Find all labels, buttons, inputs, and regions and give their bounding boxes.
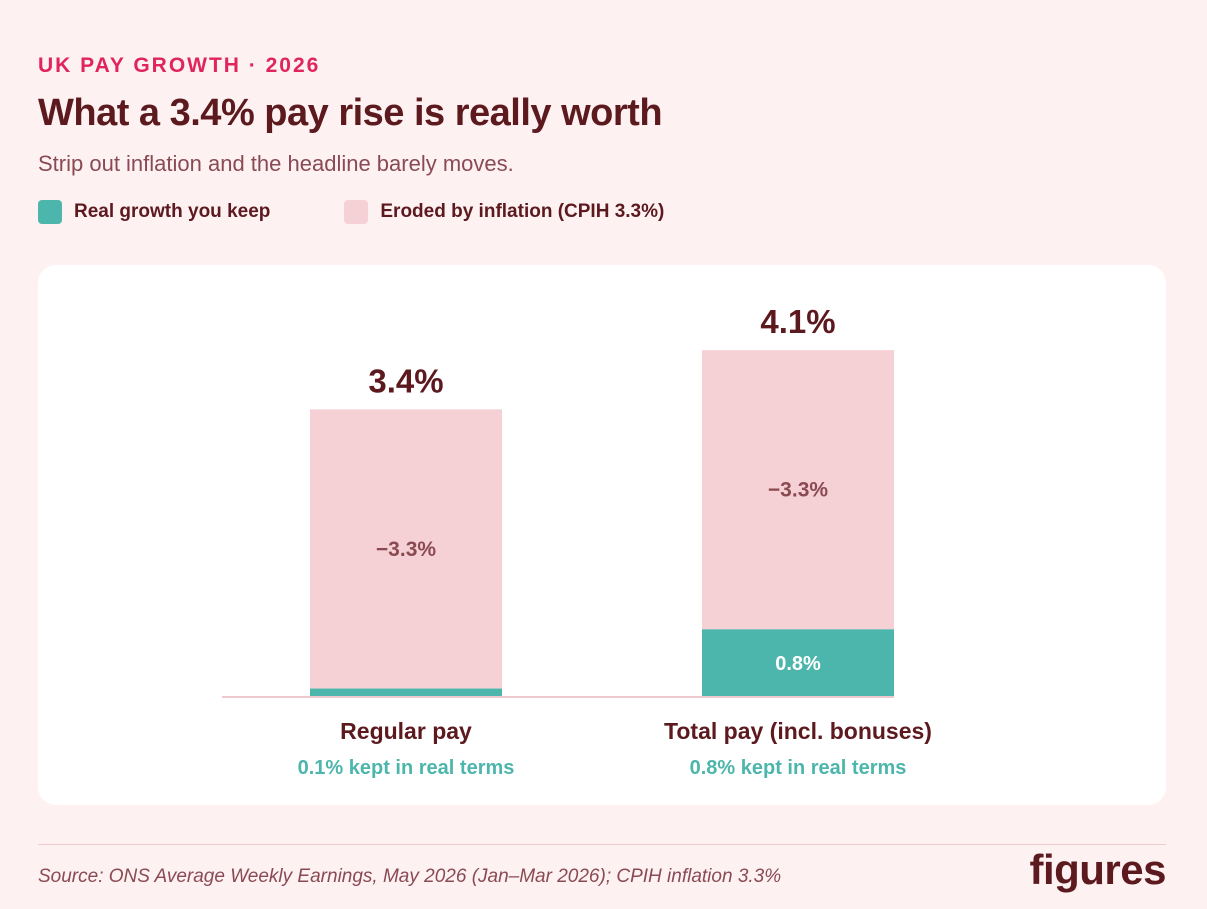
page-title: What a 3.4% pay rise is really worth xyxy=(38,92,663,134)
legend-swatch-real xyxy=(38,200,62,224)
chart-card: −3.3% 3.4% Regular pay 0.1% kept in real te… xyxy=(38,265,1166,805)
kept-label-0: 0.1% kept in real terms xyxy=(298,757,515,779)
eroded-label-0: −3.3% xyxy=(376,538,436,561)
real-label-1: 0.8% xyxy=(775,653,821,675)
legend-label-real: Real growth you keep xyxy=(74,201,271,222)
legend-swatch-eroded xyxy=(344,200,369,224)
figures-logo: figures xyxy=(1029,846,1166,893)
legend-item-eroded: Eroded by inflation (CPIH 3.3%) xyxy=(344,200,664,224)
total-label-0: 3.4% xyxy=(368,362,443,399)
category-label-0: Regular pay xyxy=(340,718,472,744)
legend-item-real: Real growth you keep xyxy=(38,200,270,224)
kept-label-1: 0.8% kept in real terms xyxy=(690,757,907,779)
legend: Real growth you keep Eroded by inflation… xyxy=(38,200,738,224)
legend-label-eroded: Eroded by inflation (CPIH 3.3%) xyxy=(380,201,665,222)
category-label-1: Total pay (incl. bonuses) xyxy=(664,718,932,744)
kicker: UK PAY GROWTH · 2026 xyxy=(38,54,321,77)
bar-real-0 xyxy=(310,688,502,697)
chart: −3.3% 3.4% Regular pay 0.1% kept in real te… xyxy=(222,303,932,779)
bar-real-1 xyxy=(702,629,894,697)
bar-eroded-1 xyxy=(702,350,894,630)
subtitle: Strip out inflation and the headline bar… xyxy=(38,151,514,176)
eroded-label-1: −3.3% xyxy=(768,479,828,502)
source-note: Source: ONS Average Weekly Earnings, May… xyxy=(38,866,782,887)
total-label-1: 4.1% xyxy=(760,303,835,340)
footer-divider xyxy=(38,844,1166,845)
bar-eroded-0 xyxy=(310,409,502,689)
